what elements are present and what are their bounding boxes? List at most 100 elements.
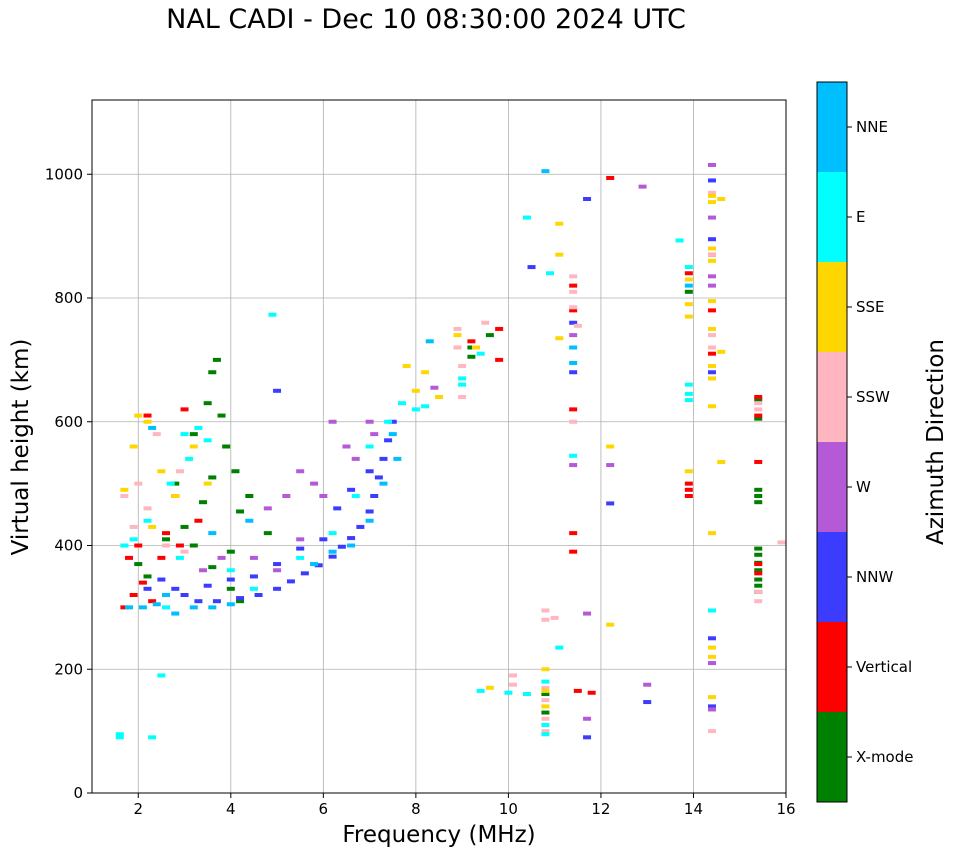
data-point	[527, 265, 536, 270]
data-point	[148, 735, 157, 740]
data-point	[675, 238, 684, 243]
data-point	[143, 413, 152, 418]
data-point	[231, 469, 240, 474]
data-point	[171, 494, 180, 498]
data-point	[162, 605, 171, 610]
data-point	[143, 574, 152, 579]
data-point	[310, 481, 319, 486]
data-point	[425, 339, 434, 344]
x-tick-label: 4	[226, 800, 236, 818]
colorbar-label: Azimuth Direction	[923, 339, 949, 545]
data-point	[194, 599, 203, 604]
colorbar-tick-label: Vertical	[856, 658, 912, 676]
data-point	[365, 444, 374, 449]
colorbar-tick-label: NNW	[856, 568, 893, 586]
data-point	[569, 453, 578, 458]
data-point	[333, 506, 342, 511]
data-point	[189, 605, 198, 610]
data-point	[707, 252, 716, 257]
data-point	[569, 531, 578, 536]
data-point	[541, 692, 550, 696]
data-point	[684, 289, 693, 294]
data-point	[569, 333, 578, 338]
data-point	[162, 537, 171, 542]
data-point	[573, 323, 582, 328]
data-point	[684, 494, 693, 498]
data-point	[125, 605, 134, 610]
data-point	[175, 469, 184, 474]
data-point	[148, 425, 157, 430]
data-point	[467, 345, 476, 350]
data-point	[199, 500, 208, 505]
data-point	[754, 577, 763, 582]
data-point	[707, 237, 716, 242]
data-point	[684, 302, 693, 307]
data-point	[138, 580, 147, 585]
data-point	[282, 494, 291, 498]
data-point	[754, 459, 763, 464]
data-point	[550, 615, 559, 620]
data-point	[555, 221, 564, 226]
data-point	[208, 605, 217, 610]
data-point	[189, 432, 198, 437]
data-point	[684, 271, 693, 276]
data-point	[707, 246, 716, 251]
data-point	[347, 543, 356, 548]
data-point	[707, 308, 716, 313]
data-point	[606, 463, 615, 468]
data-point	[129, 593, 138, 597]
data-point	[268, 312, 277, 317]
data-point	[328, 554, 337, 559]
data-point	[495, 357, 504, 362]
data-point	[707, 283, 716, 288]
data-point	[504, 690, 513, 695]
data-point	[212, 357, 221, 362]
data-point	[541, 698, 550, 703]
data-point	[175, 543, 184, 548]
data-point	[754, 571, 763, 576]
y-tick-label: 600	[54, 413, 83, 431]
data-point	[707, 200, 716, 205]
series-nne	[125, 169, 693, 616]
data-point	[707, 729, 716, 734]
data-point	[707, 333, 716, 338]
data-point	[541, 732, 550, 737]
data-point	[365, 509, 374, 514]
x-tick-label: 6	[319, 800, 329, 818]
data-point	[411, 407, 420, 412]
data-point	[541, 608, 550, 613]
data-point	[573, 688, 582, 693]
data-point	[458, 364, 467, 369]
data-point	[453, 333, 462, 338]
data-point	[273, 388, 282, 393]
data-point	[180, 593, 189, 597]
data-point	[157, 577, 166, 582]
colorbar-segment	[817, 622, 847, 712]
data-point	[226, 568, 235, 573]
data-point	[222, 444, 231, 449]
data-point	[365, 419, 374, 424]
data-point	[522, 215, 531, 220]
data-point	[226, 602, 235, 607]
colorbar-segment	[817, 262, 847, 352]
data-point	[393, 456, 402, 461]
data-point	[458, 382, 467, 387]
data-point	[569, 463, 578, 468]
data-point	[189, 444, 198, 449]
data-point	[541, 679, 550, 684]
data-point	[541, 722, 550, 727]
data-point	[707, 531, 716, 536]
data-point	[754, 487, 763, 492]
colorbar-tick-label: NNE	[856, 118, 888, 136]
data-point	[707, 258, 716, 263]
data-point	[245, 494, 254, 498]
data-point	[754, 562, 763, 567]
data-point	[254, 593, 263, 597]
data-point	[684, 469, 693, 474]
data-point	[379, 456, 388, 461]
data-point	[120, 487, 129, 492]
x-axis-label: Frequency (MHz)	[342, 822, 535, 848]
data-point	[458, 376, 467, 381]
data-point	[541, 729, 550, 734]
